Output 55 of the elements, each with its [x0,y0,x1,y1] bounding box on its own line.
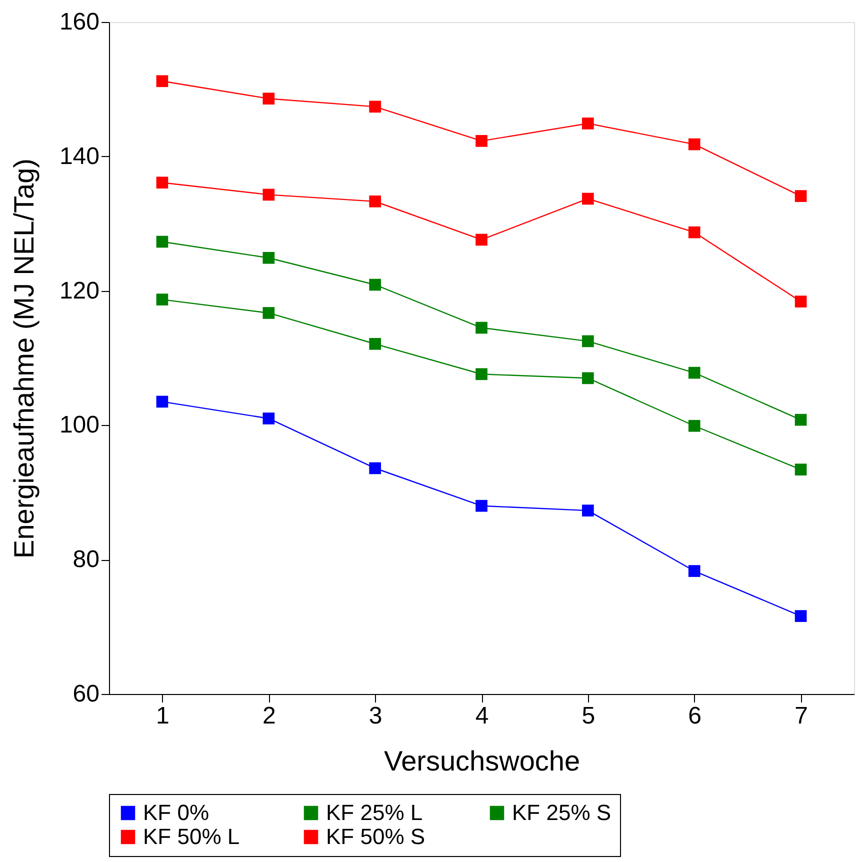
point [688,366,700,379]
y-tick-label: 80 [72,546,100,574]
point [582,192,594,205]
point [262,252,275,264]
x-tick-label: 7 [794,702,808,730]
y-axis-title: Energieaufnahme (MJ NEL/Tag) [8,158,40,558]
point [476,135,488,147]
point [688,226,700,238]
point [156,236,168,248]
x-tick-label: 1 [156,702,170,730]
point [582,335,594,348]
point [476,368,488,380]
legend-label: KF 50% S [326,824,426,849]
point [688,565,700,577]
point [582,118,594,130]
x-tick-label: 3 [368,702,382,730]
point [156,294,168,306]
point [582,504,594,516]
point [794,190,807,202]
legend-label: KF 25% S [512,800,612,825]
y-tick-label: 160 [59,8,100,36]
point [582,372,594,384]
point [794,464,807,476]
point [476,234,488,246]
x-tick-label: 5 [582,702,596,730]
legend-label: KF 0% [143,800,210,825]
y-tick-label: 120 [59,277,100,304]
point [262,412,275,424]
point [369,338,381,350]
point [369,278,381,291]
y-tick-label: 100 [59,412,100,439]
y-tick-label: 140 [59,142,100,170]
point [369,196,381,208]
point [156,75,168,88]
y-tick-label: 60 [72,680,100,708]
point [794,414,807,426]
legend-label: KF 25% L [326,800,423,825]
point [156,176,168,189]
point [688,138,700,150]
point [476,322,488,334]
point [156,396,168,408]
point [262,188,275,201]
x-tick-label: 6 [688,702,702,730]
point [262,92,275,105]
point [794,610,807,622]
legend-label: KF 50% L [143,824,240,849]
point [369,462,381,474]
point [262,307,275,319]
point [794,296,807,308]
x-tick-label: 4 [475,702,489,730]
point [369,100,381,113]
x-axis-title: Versuchswoche [384,746,580,776]
x-tick-label: 2 [262,702,276,730]
point [476,500,488,512]
point [688,420,700,432]
